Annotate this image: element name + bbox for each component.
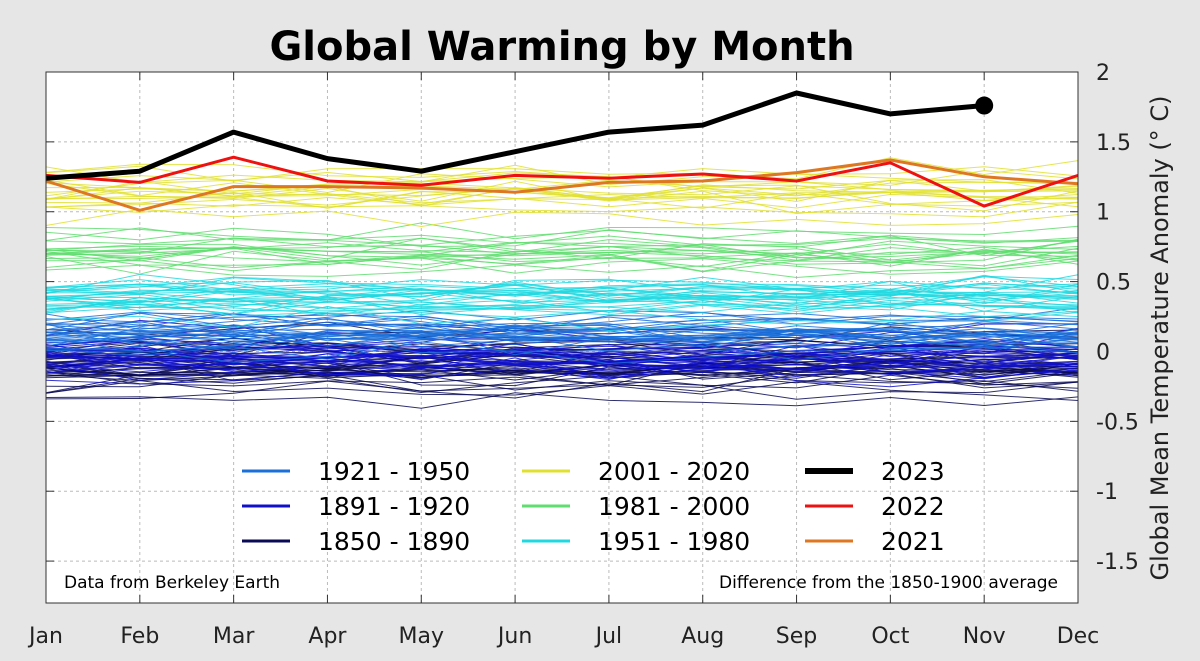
background-year-line: [45, 296, 1079, 312]
y-tick-label: 1.5: [1096, 131, 1131, 156]
x-tick-label: Jul: [594, 624, 623, 649]
x-tick-label: Jun: [496, 624, 532, 649]
series-end-marker-2023: [975, 96, 994, 115]
legend-label: 1921 - 1950: [318, 457, 470, 486]
legend-label: 2023: [881, 457, 945, 486]
background-year-line: [45, 374, 1079, 400]
background-year-line: [45, 274, 1079, 297]
y-tick-label: -0.5: [1096, 410, 1139, 435]
background-year-line: [45, 293, 1079, 314]
background-year-line: [45, 329, 1079, 356]
y-tick-label: -1.5: [1096, 550, 1139, 575]
background-year-line: [45, 331, 1079, 357]
y-tick-label: -1: [1096, 480, 1118, 505]
x-tick-label: Dec: [1057, 624, 1100, 649]
y-axis: 2 1.5 1 0.5 0 -0.5 -1 -1.5: [46, 61, 1139, 575]
background-year-line: [45, 305, 1079, 332]
background-year-line: [45, 307, 1079, 328]
background-year-line: [45, 278, 1079, 301]
background-year-line: [45, 257, 1079, 275]
background-year-line: [45, 352, 1079, 378]
background-year-line: [45, 312, 1079, 335]
plot-frame: [45, 71, 1079, 604]
x-axis: Jan Feb Mar Apr May Jun Jul Aug Sep Oct Nov Dec: [27, 72, 1099, 649]
legend-label: 1951 - 1980: [598, 527, 750, 556]
background-year-line: [45, 338, 1079, 365]
legend-label: 1891 - 1920: [318, 492, 470, 521]
background-year-line: [45, 246, 1079, 268]
background-year-line: [45, 222, 1079, 241]
background-year-line: [45, 341, 1079, 361]
series-line-2021: [45, 158, 1079, 212]
background-year-line: [45, 316, 1079, 338]
background-year-line: [45, 312, 1079, 334]
background-year-line: [45, 306, 1079, 325]
background-year-line: [45, 237, 1079, 262]
x-tick-label: Apr: [308, 624, 347, 649]
background-year-line: [45, 173, 1079, 197]
background-year-line: [45, 373, 1079, 400]
background-year-line: [45, 280, 1079, 305]
background-year-line: [45, 340, 1079, 355]
background-year-line: [45, 258, 1079, 279]
y-tick-label: 1: [1096, 201, 1110, 226]
legend-label: 1850 - 1890: [318, 527, 470, 556]
background-year-line: [45, 366, 1079, 385]
background-year-line: [45, 201, 1079, 218]
x-tick-label: Mar: [213, 624, 255, 649]
background-year-line: [45, 243, 1079, 258]
series-line-2022: [45, 155, 1079, 208]
background-year-line: [45, 324, 1079, 344]
background-year-line: [45, 239, 1079, 257]
x-tick-label: May: [399, 624, 444, 649]
background-year-line: [45, 227, 1079, 248]
y-tick-label: 0: [1096, 340, 1110, 365]
background-year-line: [45, 292, 1079, 317]
x-tick-label: Oct: [871, 624, 909, 649]
legend-label: 1981 - 2000: [598, 492, 750, 521]
background-year-line: [45, 179, 1079, 203]
background-year-line: [45, 329, 1079, 346]
series-line-2023: [45, 90, 985, 181]
background-year-line: [45, 157, 1079, 182]
background-year-line: [45, 279, 1079, 292]
x-tick-label: Feb: [120, 624, 159, 649]
background-year-line: [45, 283, 1079, 315]
x-tick-label: Nov: [963, 624, 1006, 649]
x-tick-label: Sep: [776, 624, 817, 649]
legend-label: 2022: [881, 492, 945, 521]
source-note: Data from Berkeley Earth: [64, 573, 280, 593]
background-year-line: [45, 276, 1079, 294]
background-year-line: [45, 330, 1079, 348]
y-axis-label: Global Mean Temperature Anomaly (° C): [1146, 96, 1174, 581]
chart-title: Global Warming by Month: [269, 24, 854, 70]
y-tick-label: 2: [1096, 61, 1110, 86]
background-year-line: [45, 360, 1079, 388]
background-year-line: [45, 350, 1079, 374]
legend-label: 2021: [881, 527, 945, 556]
background-year-line: [45, 191, 1079, 204]
legend-label: 2001 - 2020: [598, 457, 750, 486]
legend: 1921 - 1950 1891 - 1920 1850 - 1890 2001 - …: [242, 457, 945, 556]
background-year-line: [45, 289, 1079, 309]
x-tick-label: Jan: [27, 624, 63, 649]
x-tick-label: Aug: [681, 624, 724, 649]
y-tick-label: 0.5: [1096, 271, 1131, 296]
background-year-line: [45, 275, 1079, 296]
highlight-series: [45, 90, 1079, 212]
background-year-line: [45, 299, 1079, 317]
background-year-line: [45, 244, 1079, 267]
background-year-line: [45, 392, 1079, 409]
background-year-line: [45, 293, 1079, 316]
background-year-line: [45, 208, 1079, 228]
background-year-line: [45, 320, 1079, 347]
baseline-note: Difference from the 1850-1900 average: [719, 573, 1058, 593]
background-year-line: [45, 356, 1079, 376]
